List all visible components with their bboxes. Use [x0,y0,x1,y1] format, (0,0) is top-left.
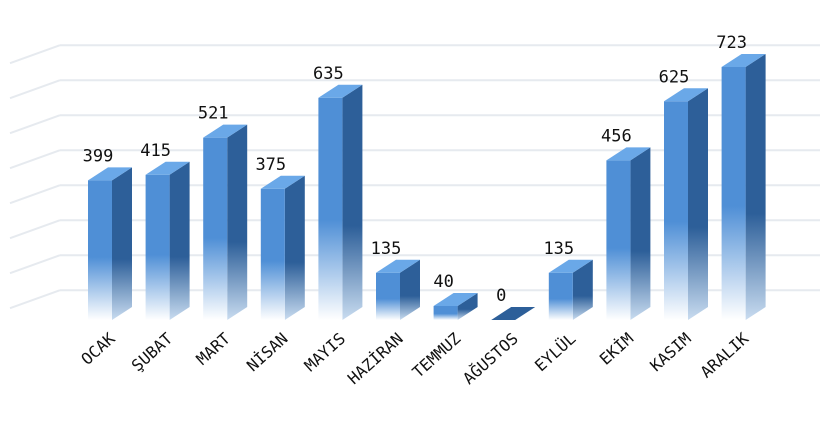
bar-value-label: 415 [140,141,171,161]
category-label: KASIM [646,329,695,375]
bar-top-face [376,259,420,273]
bar-front-face [606,160,631,320]
bar [88,167,132,320]
gridline-side [9,184,61,205]
bar-side-face [745,53,766,320]
bar-value-label: 521 [198,104,229,124]
bar-top-face [548,259,593,273]
bar-side-face [169,161,190,320]
bar-top-face [721,53,766,67]
bar-value-label: 375 [255,155,286,175]
bar-front-face [721,66,746,320]
bar-top-face [491,307,536,320]
bar-front-face [260,188,285,320]
bar-front-face [318,97,343,320]
gridline-side [9,289,61,310]
bar [548,259,593,320]
gridline-side [9,79,61,100]
category-label: OCAK [77,329,119,369]
bar-side-face [284,175,305,320]
bar [606,147,651,320]
bar-top-face [606,147,651,161]
bar-side-face [688,88,708,320]
bar [318,84,363,320]
bar-value-label: 456 [601,126,632,146]
bars-group [88,53,766,321]
bar-value-label: 40 [433,272,453,292]
bar-top-face [318,84,363,98]
bar-front-face [145,174,170,320]
category-label: EKİM [596,329,637,369]
bar [433,293,478,320]
bar-side-face [227,124,248,321]
bar [203,124,248,321]
category-label: AĞUSTOS [459,329,522,388]
bar-front-face [203,137,228,320]
bar-side-face [572,259,593,320]
bar-value-label: 625 [659,67,690,87]
category-label: ARALIK [697,329,753,382]
category-label: ŞUBAT [128,329,177,376]
value-labels-group: 399 415 521 375 635 135 40 0 135 456 625 723 [83,33,747,306]
bar-front-face [88,180,112,320]
gridline-side [9,219,61,240]
bar [491,307,536,320]
category-label: NİSAN [243,329,292,375]
bar-front-face [664,101,688,320]
category-label: MAYIS [301,329,350,375]
category-label: HAZİRAN [344,329,407,388]
gridline-side [9,44,61,65]
bar-value-label: 399 [83,146,114,166]
bar [721,53,766,320]
bar-value-label: 723 [716,33,747,53]
bar [145,161,190,320]
bar-top-face [203,124,248,138]
bar-front-face [433,306,458,320]
category-label: TEMMUZ [409,329,465,382]
gridline-side [9,254,61,275]
bar-value-label: 135 [543,239,574,259]
gridline-side [9,149,61,170]
category-label: MART [193,329,235,369]
category-label: EYLÜL [531,329,580,375]
bar [376,259,420,320]
bar-top-face [145,161,190,175]
bar-front-face [548,272,573,320]
bar-value-label: 635 [313,64,344,84]
bar-side-face [630,147,651,320]
bar-front-face [376,272,400,320]
bar-top-face [260,175,305,189]
bar-top-face [664,88,708,102]
bar-side-face [342,84,363,320]
bar-side-face [112,167,132,320]
bar-top-face [88,167,132,181]
bar-side-face [400,259,420,320]
bar-value-label: 0 [496,286,506,306]
bar-value-label: 135 [371,239,402,259]
bar [664,88,708,320]
gridline-side [9,114,61,135]
bar-top-face [433,293,478,306]
bar [260,175,305,320]
bar-side-face [457,293,478,320]
